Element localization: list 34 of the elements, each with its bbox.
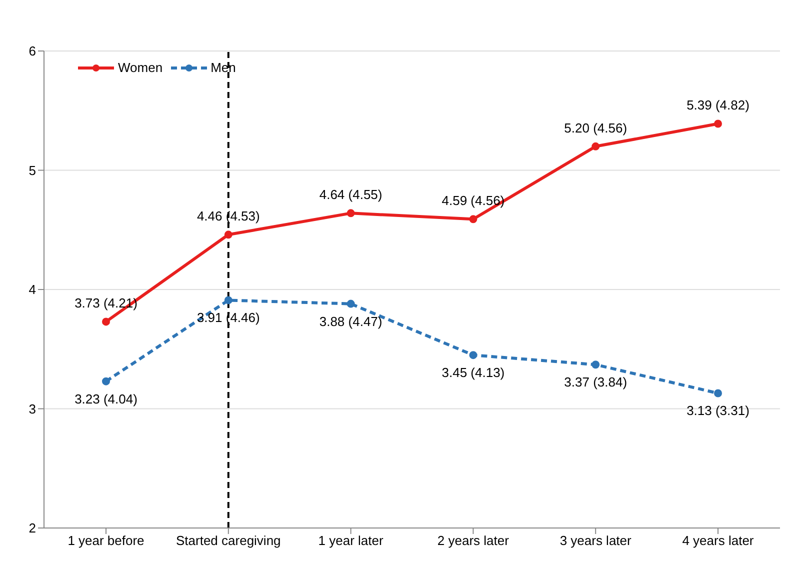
y-tick-label: 3 bbox=[28, 401, 36, 416]
data-label: 5.20 (4.56) bbox=[564, 120, 628, 136]
point bbox=[224, 230, 232, 239]
data-label: 4.64 (4.55) bbox=[319, 187, 382, 202]
data-label: 3.23 (4.04) bbox=[74, 391, 138, 406]
point bbox=[469, 215, 478, 224]
point bbox=[714, 389, 722, 398]
x-tick-label: 3 years later bbox=[560, 533, 632, 548]
data-label: 3.37 (3.84) bbox=[564, 374, 628, 390]
point bbox=[469, 351, 478, 360]
point bbox=[592, 360, 600, 369]
x-tick-label: Started caregiving bbox=[176, 533, 281, 548]
point bbox=[592, 142, 600, 150]
x-tick-label: 1 year later bbox=[318, 533, 384, 548]
point bbox=[714, 120, 722, 128]
legend-label: Women bbox=[118, 60, 163, 75]
point bbox=[102, 377, 110, 386]
y-tick-label: 2 bbox=[28, 520, 36, 536]
point bbox=[346, 209, 355, 218]
point bbox=[102, 318, 110, 326]
x-tick-label: 4 years later bbox=[682, 533, 754, 548]
data-label: 3.88 (4.47) bbox=[319, 314, 382, 329]
y-tick-label: 5 bbox=[28, 162, 36, 178]
point bbox=[224, 296, 232, 304]
y-tick-label: 6 bbox=[28, 44, 36, 59]
legend-label: Men bbox=[210, 60, 236, 75]
data-label: 3.13 (3.31) bbox=[686, 403, 750, 418]
x-tick-label: 2 years later bbox=[437, 533, 510, 548]
point bbox=[346, 300, 355, 308]
data-label: 4.59 (4.56) bbox=[442, 193, 505, 208]
data-label: 5.39 (4.82) bbox=[686, 98, 750, 113]
data-label: 3.45 (4.13) bbox=[442, 365, 505, 380]
y-tick-label: 4 bbox=[28, 282, 36, 298]
x-tick-label: 1 year before bbox=[68, 533, 144, 548]
